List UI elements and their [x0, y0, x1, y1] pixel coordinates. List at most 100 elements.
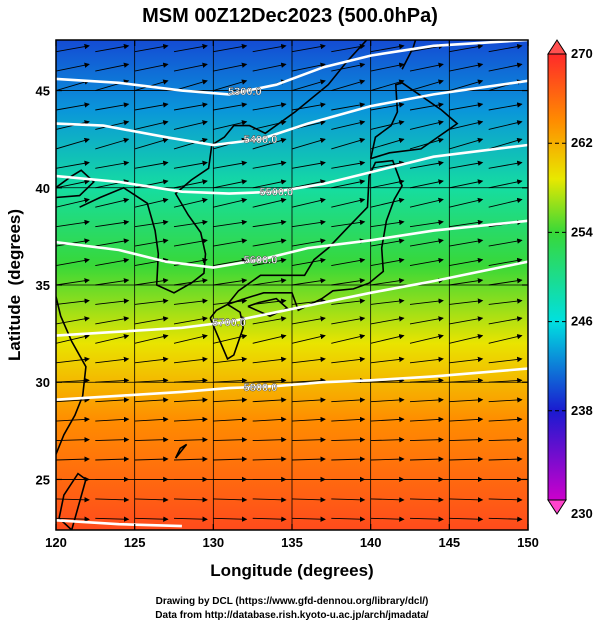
wind-arrow	[213, 333, 248, 344]
wind-arrow	[95, 456, 130, 462]
wind-arrow	[409, 179, 444, 189]
wind-arrow	[291, 179, 326, 189]
wind-arrow	[134, 397, 169, 403]
wind-arrow	[409, 316, 444, 325]
wind-arrow	[95, 416, 130, 423]
colorbar-tick-label: 270	[571, 46, 593, 61]
wind-arrow	[252, 456, 287, 462]
wind-arrow	[409, 516, 444, 522]
height-contour	[56, 79, 528, 147]
wind-arrow	[449, 160, 484, 169]
wind-arrow	[331, 516, 366, 522]
wind-arrow	[173, 179, 208, 189]
chart-title: MSM 00Z12Dec2023 (500.0hPa)	[142, 5, 438, 27]
wind-arrow	[56, 356, 90, 364]
wind-arrow	[370, 197, 405, 208]
wind-arrow	[370, 456, 405, 462]
wind-arrow	[213, 79, 248, 92]
wind-arrow	[134, 316, 169, 325]
credit-data: Data from http://database.rish.kyoto-u.a…	[155, 610, 429, 621]
colorbar-ticks: 270 262 254 246 238 230	[548, 46, 593, 521]
wind-arrow	[331, 298, 366, 305]
wind-arrow	[291, 497, 326, 503]
colorbar-top-triangle	[547, 39, 567, 55]
wind-arrow	[213, 497, 248, 503]
wind-arrow	[252, 43, 287, 53]
wind-arrow	[449, 497, 484, 503]
wind-arrow	[370, 179, 405, 189]
wind-arrow	[370, 219, 405, 228]
wind-arrow	[213, 102, 248, 111]
wind-arrow	[331, 278, 366, 286]
wind-arrow	[56, 43, 90, 53]
wind-arrow	[449, 137, 484, 150]
wind-arrow	[488, 179, 523, 189]
x-axis-ticks: 120 125 130 135 140 145 150	[45, 40, 539, 550]
wind-arrow	[56, 102, 90, 111]
wind-arrow	[134, 377, 169, 384]
wind-arrow	[56, 160, 90, 169]
wind-arrow	[291, 79, 326, 92]
wind-arrow	[173, 333, 208, 344]
wind-arrow	[134, 120, 169, 130]
wind-arrow	[252, 102, 287, 111]
wind-arrow	[95, 437, 130, 443]
wind-arrow	[134, 298, 169, 305]
wind-arrow	[291, 43, 326, 53]
wind-arrow	[56, 79, 90, 92]
wind-arrow	[291, 456, 326, 462]
wind-arrow	[95, 333, 130, 344]
wind-arrow	[449, 416, 484, 423]
wind-arrow	[134, 160, 169, 169]
y-tick-label: 35	[36, 278, 50, 293]
wind-arrow	[56, 456, 90, 462]
wind-arrow	[409, 437, 444, 443]
wind-arrow	[252, 416, 287, 423]
wind-arrow	[95, 62, 130, 72]
wind-arrow	[56, 316, 90, 325]
wind-arrow	[409, 333, 444, 344]
wind-arrow	[449, 437, 484, 443]
height-contour	[56, 219, 528, 269]
wind-arrow	[370, 497, 405, 503]
wind-arrow	[95, 43, 130, 53]
wind-arrow	[56, 397, 90, 403]
wind-arrow	[252, 516, 287, 522]
wind-arrow	[173, 377, 208, 384]
wind-arrow	[252, 238, 287, 247]
wind-arrow	[134, 102, 169, 111]
colorbar-tick-label: 254	[571, 224, 593, 239]
wind-arrow	[134, 62, 169, 72]
y-tick-label: 45	[36, 84, 50, 99]
wind-arrow	[252, 278, 287, 286]
wind-arrow	[134, 516, 169, 522]
x-axis-label: Longitude (degrees)	[210, 561, 373, 580]
wind-arrow	[134, 238, 169, 247]
wind-arrow	[331, 219, 366, 228]
height-contour	[56, 40, 528, 96]
y-axis-ticks: 25 30 35 40 45	[36, 84, 528, 487]
y-tick-label: 25	[36, 472, 50, 487]
wind-arrow	[291, 160, 326, 169]
wind-arrow	[409, 102, 444, 111]
wind-arrow	[95, 257, 130, 267]
wind-arrow	[370, 102, 405, 111]
wind-arrow	[134, 179, 169, 189]
wind-arrow	[173, 102, 208, 111]
colorbar-bottom-triangle	[547, 499, 567, 515]
wind-arrow	[291, 278, 326, 286]
colorbar-bar	[547, 53, 567, 501]
wind-arrow	[370, 316, 405, 325]
wind-arrow	[331, 179, 366, 189]
wind-arrow	[488, 456, 523, 462]
colorbar-tick-label: 262	[571, 135, 593, 150]
wind-arrow	[56, 197, 90, 208]
wind-arrow	[134, 437, 169, 443]
wind-arrow	[213, 516, 248, 522]
wind-arrow	[173, 197, 208, 208]
height-contour	[56, 143, 528, 195]
wind-arrow	[291, 102, 326, 111]
wind-arrow	[331, 137, 366, 150]
wind-arrow	[409, 397, 444, 403]
wind-arrow	[409, 160, 444, 169]
